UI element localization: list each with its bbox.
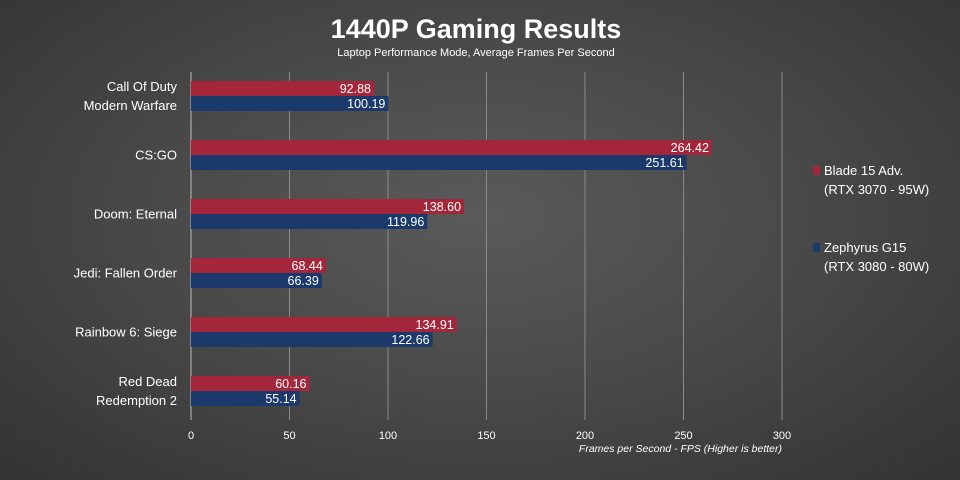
data-label: 264.42 <box>671 141 709 155</box>
legend-entry-line: (RTX 3080 - 80W) <box>824 259 929 274</box>
category-label-line: Call Of Duty <box>107 79 178 94</box>
category-label: Call Of Duty Modern Warfare <box>84 79 178 113</box>
x-tick-label: 200 <box>576 430 594 442</box>
data-label: 92.88 <box>340 82 371 96</box>
category-label-line: Red Dead <box>118 374 177 389</box>
x-tick-label: 150 <box>477 430 495 442</box>
bar <box>191 317 457 332</box>
bar <box>191 273 322 288</box>
data-label: 119.96 <box>387 215 424 229</box>
bar <box>191 258 326 273</box>
data-label: 134.91 <box>416 318 454 332</box>
chart-title: 1440P Gaming Results <box>331 14 622 44</box>
bar <box>191 214 428 229</box>
x-axis-ticks: 0 50 100 150 200 250 300 <box>188 430 791 442</box>
x-tick-label: 250 <box>674 430 692 442</box>
data-label: 251.61 <box>645 156 683 170</box>
legend-entry-line: Zephyrus G15 <box>824 240 906 255</box>
data-label: 60.16 <box>275 377 306 391</box>
legend-swatch <box>813 166 820 175</box>
chart-subtitle: Laptop Performance Mode, Average Frames … <box>337 47 614 59</box>
legend-entry: Zephyrus G15 (RTX 3080 - 80W) <box>824 240 929 274</box>
bar <box>191 376 310 391</box>
bar <box>191 199 465 214</box>
bar <box>191 155 687 170</box>
legend-entry-line: (RTX 3070 - 95W) <box>824 182 929 197</box>
bar <box>191 140 712 155</box>
data-label: 66.39 <box>288 274 319 288</box>
category-label-line: Doom: Eternal <box>94 207 177 222</box>
category-label: Doom: Eternal <box>94 207 177 222</box>
bar <box>191 391 300 406</box>
category-label: Jedi: Fallen Order <box>74 266 178 281</box>
data-label: 122.66 <box>391 333 429 347</box>
x-tick-label: 0 <box>188 430 194 442</box>
legend-entry: Blade 15 Adv. (RTX 3070 - 95W) <box>824 163 929 197</box>
bar <box>191 81 374 96</box>
category-label: CS:GO <box>135 148 177 163</box>
x-tick-label: 300 <box>773 430 791 442</box>
bar <box>191 332 433 347</box>
legend-entry-line: Blade 15 Adv. <box>824 163 903 178</box>
category-labels: Call Of Duty Modern Warfare CS:GO Doom: Ete… <box>74 79 178 408</box>
data-label: 100.19 <box>347 97 385 111</box>
category-label: Rainbow 6: Siege <box>75 325 177 340</box>
x-tick-label: 50 <box>283 430 295 442</box>
data-label: 68.44 <box>292 259 323 273</box>
legend: Blade 15 Adv. (RTX 3070 - 95W) Zephyrus G1… <box>813 163 929 274</box>
gridlines <box>190 72 783 420</box>
x-tick-label: 100 <box>379 430 397 442</box>
data-label: 138.60 <box>423 200 461 214</box>
category-label: Red Dead Redemption 2 <box>96 374 177 408</box>
category-label-line: CS:GO <box>135 148 177 163</box>
category-label-line: Redemption 2 <box>96 393 177 408</box>
category-label-line: Jedi: Fallen Order <box>74 266 178 281</box>
x-axis-label: Frames per Second - FPS (Higher is bette… <box>579 443 782 455</box>
bar <box>191 96 389 111</box>
category-label-line: Modern Warfare <box>84 98 177 113</box>
data-label: 55.14 <box>265 392 296 406</box>
category-label-line: Rainbow 6: Siege <box>75 325 177 340</box>
legend-swatch <box>813 243 820 252</box>
